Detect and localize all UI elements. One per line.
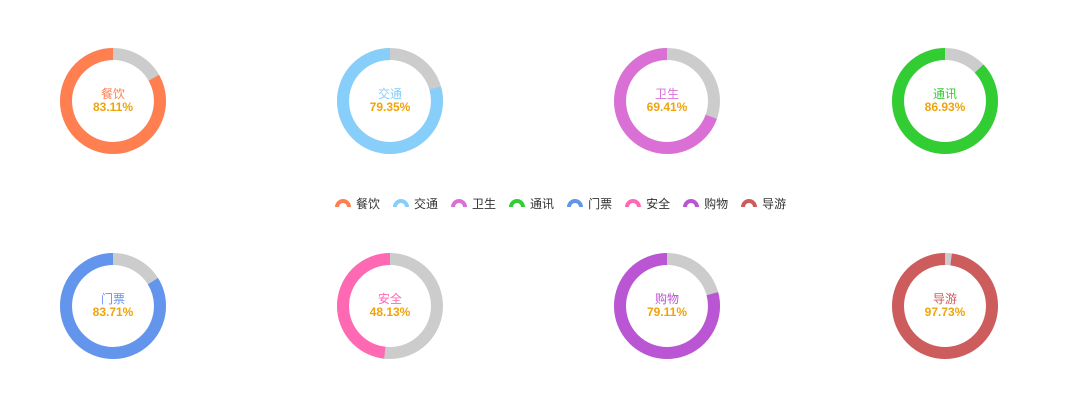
- legend-arc-icon: [625, 199, 642, 207]
- legend-item[interactable]: 通讯: [508, 195, 554, 212]
- legend-label: 交通: [414, 196, 439, 211]
- donut-percentage-label: 83.71%: [92, 305, 134, 319]
- legend-label: 通讯: [530, 196, 555, 211]
- donut-percentage-label: 48.13%: [369, 305, 411, 319]
- donut-percentage-label: 86.93%: [924, 100, 966, 114]
- donut-percentage-label: 83.11%: [92, 100, 134, 114]
- donut-category-label: 交通: [377, 87, 402, 101]
- donut-center-label: 交通 79.35%: [335, 88, 445, 114]
- donut-value-arc[interactable]: [614, 48, 720, 154]
- donut-category-label: 通讯: [932, 87, 957, 101]
- donut-6: [337, 253, 443, 359]
- donut-category-label: 卫生: [654, 87, 679, 101]
- chart-legend: 餐饮 交通 卫生 通讯 门票 安全 购物 导游: [334, 195, 798, 211]
- legend-arc-icon: [393, 199, 410, 207]
- donut-5: [60, 253, 166, 359]
- donut-percentage-label: 79.35%: [369, 100, 411, 114]
- legend-item[interactable]: 卫生: [450, 195, 496, 212]
- donut-category-label: 门票: [100, 292, 125, 306]
- legend-label: 餐饮: [356, 196, 381, 211]
- donut-value-arc[interactable]: [337, 253, 443, 359]
- legend-item[interactable]: 购物: [682, 195, 728, 212]
- donut-percentage-label: 79.11%: [646, 305, 688, 319]
- legend-label: 卫生: [472, 196, 497, 211]
- donut-center-label: 门票 83.71%: [58, 293, 168, 319]
- donut-value-arc[interactable]: [60, 48, 166, 154]
- donut-percentage-label: 97.73%: [924, 305, 966, 319]
- donut-category-label: 餐饮: [100, 87, 125, 101]
- donut-value-arc[interactable]: [614, 253, 720, 359]
- legend-item[interactable]: 交通: [392, 195, 438, 212]
- legend-item[interactable]: 门票: [566, 195, 612, 212]
- legend-arc-icon: [451, 199, 468, 207]
- donut-4: [892, 48, 998, 154]
- legend-arc-icon: [509, 199, 526, 207]
- donut-category-label: 安全: [377, 292, 402, 306]
- donut-value-arc[interactable]: [892, 48, 998, 154]
- donut-category-label: 导游: [932, 292, 957, 306]
- donut-center-label: 导游 97.73%: [890, 293, 1000, 319]
- legend-item[interactable]: 安全: [624, 195, 670, 212]
- legend-item[interactable]: 导游: [740, 195, 786, 212]
- legend-label: 门票: [588, 196, 613, 211]
- legend-label: 安全: [646, 196, 671, 211]
- legend-item[interactable]: 餐饮: [334, 195, 380, 212]
- legend-arc-icon: [567, 199, 584, 207]
- legend-arc-icon: [683, 199, 700, 207]
- donut-7: [614, 253, 720, 359]
- donut-center-label: 购物 79.11%: [612, 293, 722, 319]
- donut-value-arc[interactable]: [60, 253, 166, 359]
- donut-2: [337, 48, 443, 154]
- donut-center-label: 餐饮 83.11%: [58, 88, 168, 114]
- donut-percentage-label: 69.41%: [646, 100, 688, 114]
- donut-3: [614, 48, 720, 154]
- donut-1: [60, 48, 166, 154]
- donut-center-label: 安全 48.13%: [335, 293, 445, 319]
- donut-center-label: 通讯 86.93%: [890, 88, 1000, 114]
- donut-value-arc[interactable]: [892, 253, 998, 359]
- legend-label: 导游: [762, 196, 787, 211]
- legend-arc-icon: [741, 199, 758, 207]
- donut-value-arc[interactable]: [337, 48, 443, 154]
- donut-center-label: 卫生 69.41%: [612, 88, 722, 114]
- donut-category-label: 购物: [654, 292, 679, 306]
- donut-8: [892, 253, 998, 359]
- legend-arc-icon: [335, 199, 351, 207]
- legend-label: 购物: [704, 196, 729, 211]
